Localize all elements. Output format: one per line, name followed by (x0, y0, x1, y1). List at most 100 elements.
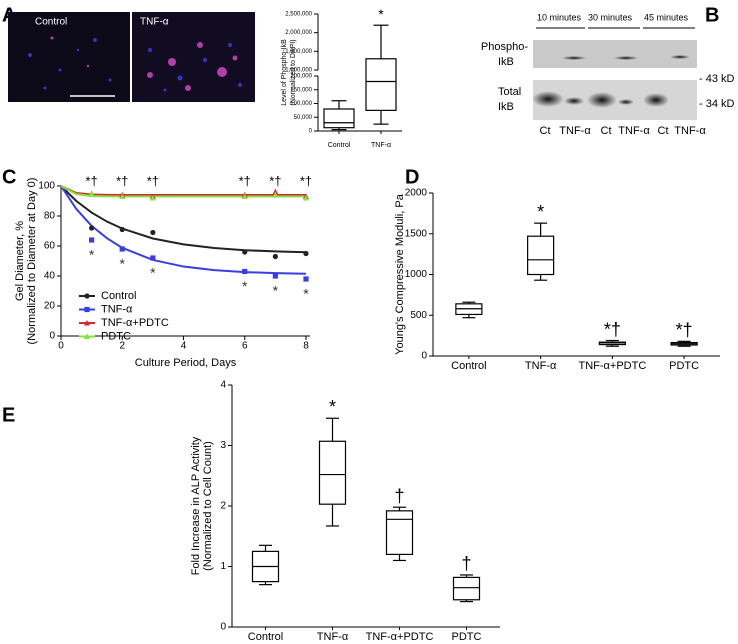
x-tick-label: TNF-α+PDTC (578, 360, 646, 372)
data-point (242, 268, 248, 275)
data-point (89, 225, 95, 231)
annotation: *† (676, 320, 693, 340)
y-axis-label: Level of Phospho-IkB (281, 39, 288, 106)
panel-label: B (705, 4, 719, 26)
lane-label: TNF-α (618, 125, 650, 137)
y-tick-label: 1500 (405, 228, 428, 239)
y-tick-label: 1 (220, 561, 226, 572)
legend-label: Control (101, 290, 136, 302)
y-tick-label: 2,500,000 (285, 12, 312, 18)
y-tick-label: 50,000 (294, 115, 313, 121)
data-point (119, 226, 125, 233)
annotation: *† (604, 319, 621, 339)
box (385, 510, 414, 555)
y-tick-label: 3 (220, 440, 226, 451)
y-tick-label: 0 (421, 351, 427, 362)
y-tick-label: 2,000,000 (285, 30, 312, 36)
y-axis-label: (Normalized to DAPI) (290, 39, 297, 105)
legend-marker (84, 293, 90, 299)
row-label: IkB (498, 101, 514, 113)
significance: * (120, 256, 126, 272)
data-point (150, 255, 156, 261)
y-tick-label: 0 (49, 331, 55, 342)
size-marker: - 43 kD (699, 73, 735, 85)
timepoint: 45 minutes (644, 12, 689, 22)
western-blot: 10 minutes 30 minutes 45 minutes Phospho… (481, 12, 735, 137)
significance: *† (239, 173, 251, 188)
legend-marker (84, 306, 90, 313)
x-tick-label: TNF-α (317, 631, 349, 643)
y-tick-label: 2000 (405, 188, 428, 199)
significance: *† (147, 173, 159, 188)
x-tick-label: Control (451, 360, 486, 372)
band (670, 55, 690, 59)
image-control (8, 12, 130, 102)
x-tick-label: TNF-α (371, 142, 391, 149)
box (365, 58, 397, 111)
legend-label: TNF-α (101, 303, 133, 315)
y-axis-label: (Normalized to Cell Count) (202, 441, 214, 571)
x-tick-label: 2 (119, 341, 125, 352)
y-tick-label: 4 (220, 380, 226, 391)
band (587, 92, 617, 108)
x-tick-label: Control (248, 631, 283, 643)
y-tick-label: 80 (44, 211, 56, 222)
x-tick-label: Control (328, 142, 351, 149)
significance: * (150, 265, 156, 281)
data-point (150, 229, 156, 236)
data-point (272, 273, 278, 279)
data-point (119, 246, 125, 252)
x-tick-label: PDTC (669, 360, 699, 372)
band (614, 56, 638, 60)
lane-label: Ct (540, 125, 551, 137)
data-point (242, 249, 248, 255)
significance: * (303, 286, 309, 302)
y-tick-label: 100 (38, 181, 55, 192)
x-axis-label: Culture Period, Days (135, 357, 237, 369)
annotation: * (537, 202, 544, 222)
band (564, 97, 584, 105)
x-tick-label: TNF-α (525, 360, 557, 372)
y-tick-label: 2 (220, 501, 226, 512)
box (527, 235, 555, 276)
image-label: TNF-α (140, 17, 169, 28)
annotation: † (461, 554, 471, 574)
row-label: Total (498, 86, 521, 98)
panel-label: E (2, 404, 15, 426)
data-point (119, 193, 126, 199)
y-tick-label: 1,500,000 (285, 49, 312, 55)
x-tick-label: TNF-α+PDTC (366, 631, 434, 643)
y-tick-label: 20 (44, 301, 56, 312)
y-tick-label: 0 (309, 129, 313, 135)
significance: * (242, 278, 248, 294)
legend-label: TNF-α+PDTC (101, 317, 169, 329)
timepoint: 10 minutes (537, 12, 582, 22)
band (532, 91, 564, 107)
significance: *† (85, 173, 97, 188)
lane-label: TNF-α (674, 125, 706, 137)
data-point (89, 237, 95, 243)
annotation: * (378, 6, 384, 22)
blot-phospho (533, 40, 697, 68)
data-point (272, 189, 279, 195)
significance: *† (269, 173, 281, 188)
lane-label: Ct (658, 125, 669, 137)
y-axis-label: (Normalized to Diameter at Day 0) (26, 178, 38, 345)
image-label: Control (35, 17, 67, 28)
legend-marker (84, 333, 90, 339)
significance: *† (300, 173, 312, 188)
y-axis-label: Fold Increase in ALP Activity (190, 436, 202, 575)
data-point (303, 250, 309, 257)
data-point (303, 276, 309, 282)
significance: * (273, 283, 279, 299)
significance: *† (116, 173, 128, 188)
y-tick-label: 40 (44, 271, 56, 282)
row-label: Phospho- (481, 41, 528, 53)
fit-curve (60, 185, 307, 254)
x-tick-label: 8 (303, 341, 309, 352)
band (618, 99, 634, 105)
y-tick-label: 200,000 (290, 74, 312, 80)
annotation: † (394, 486, 404, 506)
band (643, 93, 669, 107)
cells-red (50, 36, 238, 91)
